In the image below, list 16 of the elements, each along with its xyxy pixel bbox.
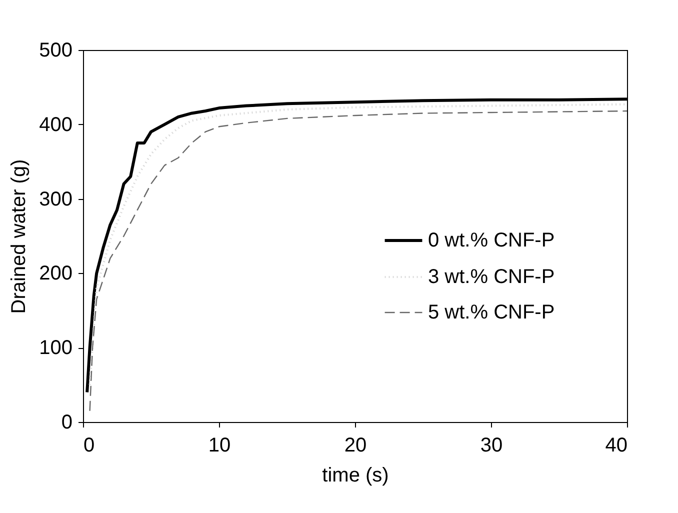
y-tick-label: 0 xyxy=(61,412,72,434)
y-tick-label: 400 xyxy=(39,114,72,136)
y-tick-label: 200 xyxy=(39,262,72,285)
y-tick-label: 100 xyxy=(39,337,72,360)
y-tick-label: 500 xyxy=(39,40,72,62)
legend-label: 0 wt.% CNF-P xyxy=(428,230,555,252)
legend-label: 5 wt.% CNF-P xyxy=(428,302,555,324)
x-tick-label: 30 xyxy=(480,434,503,456)
x-tick-label: 40 xyxy=(605,434,628,456)
y-axis-title: Drained water (g) xyxy=(8,159,30,314)
legend-label: 3 wt.% CNF-P xyxy=(428,266,555,288)
x-tick-label: 10 xyxy=(208,434,231,456)
x-tick-label: 0 xyxy=(84,434,95,456)
x-axis-title: time (s) xyxy=(322,464,389,486)
x-tick-label: 20 xyxy=(344,434,367,456)
y-tick-label: 300 xyxy=(39,188,72,210)
